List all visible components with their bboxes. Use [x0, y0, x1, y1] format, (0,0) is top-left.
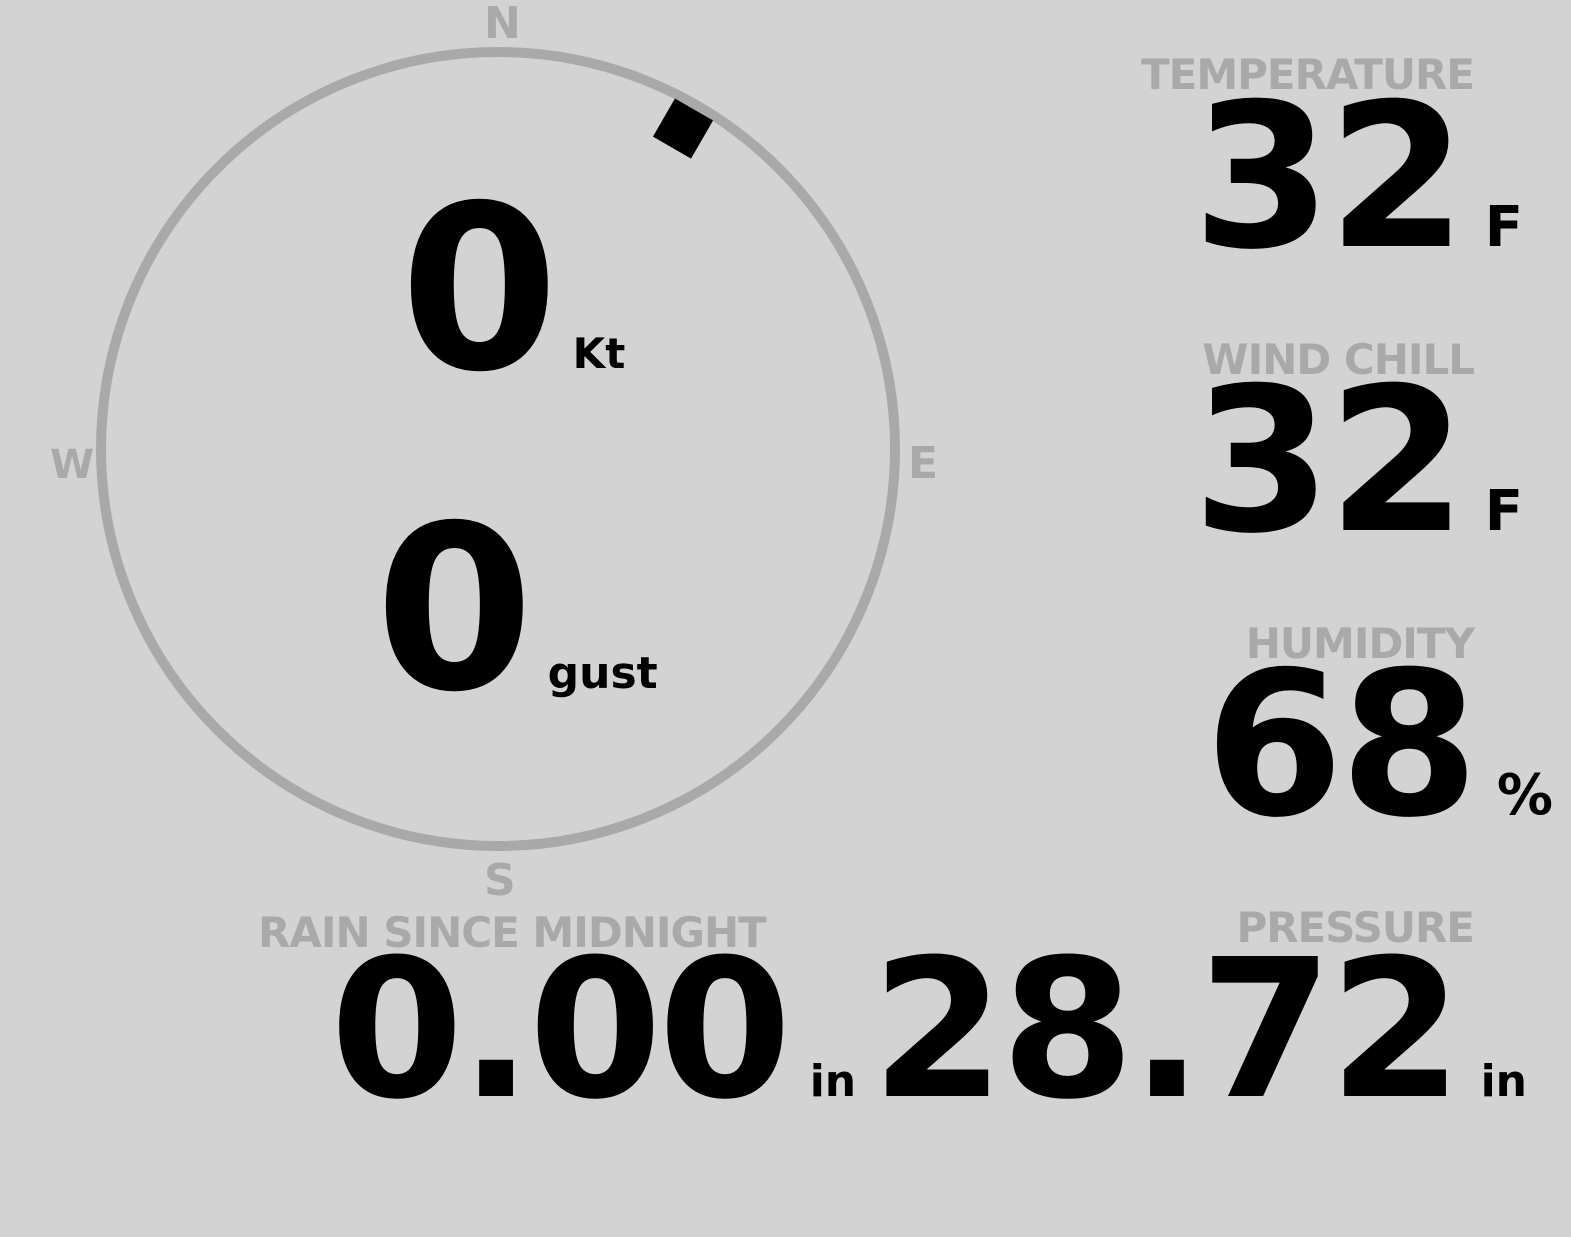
humidity-reading: 68 % — [1205, 646, 1553, 846]
wind-speed: 0 Kt — [400, 175, 625, 403]
humidity-label: HUMIDITY — [1245, 619, 1475, 668]
wind-chill-card: WIND CHILL — [1202, 335, 1475, 384]
pressure-reading: 28.72 in — [871, 935, 1527, 1127]
pressure-label: PRESSURE — [1236, 903, 1475, 952]
pressure-card: PRESSURE — [1236, 903, 1475, 952]
rain-label: RAIN SINCE MIDNIGHT — [258, 908, 767, 957]
humidity-value: 68 — [1204, 629, 1479, 862]
wind-gust-unit: gust — [547, 648, 658, 699]
temperature-value: 32 — [1192, 61, 1466, 294]
wind-chill-label: WIND CHILL — [1202, 335, 1475, 384]
pressure-unit: in — [1480, 1056, 1527, 1107]
wind-gust-value: 0 — [375, 476, 534, 742]
temperature-card: TEMPERATURE — [1141, 50, 1475, 99]
wind-compass — [96, 47, 900, 851]
temperature-label: TEMPERATURE — [1141, 50, 1475, 99]
rain-reading: 0.00 in — [330, 935, 856, 1127]
compass-west: W — [50, 442, 94, 488]
wind-chill-reading: 32 F — [1192, 362, 1523, 562]
compass-ring — [96, 47, 900, 851]
wind-chill-value: 32 — [1192, 345, 1466, 578]
wind-speed-unit: Kt — [572, 329, 626, 378]
wind-gust: 0 gust — [375, 495, 658, 723]
compass-north: N — [484, 0, 521, 49]
wind-chill-unit: F — [1484, 479, 1523, 544]
wind-direction-marker — [652, 98, 714, 159]
temperature-reading: 32 F — [1192, 78, 1523, 278]
compass-east: E — [908, 438, 938, 489]
humidity-card: HUMIDITY — [1245, 619, 1475, 668]
temperature-unit: F — [1484, 195, 1523, 260]
rain-unit: in — [809, 1056, 857, 1107]
wind-speed-value: 0 — [400, 156, 559, 422]
compass-south: S — [484, 855, 516, 906]
humidity-unit: % — [1496, 763, 1553, 828]
pressure-value: 28.72 — [871, 919, 1462, 1142]
rain-value: 0.00 — [330, 919, 792, 1142]
